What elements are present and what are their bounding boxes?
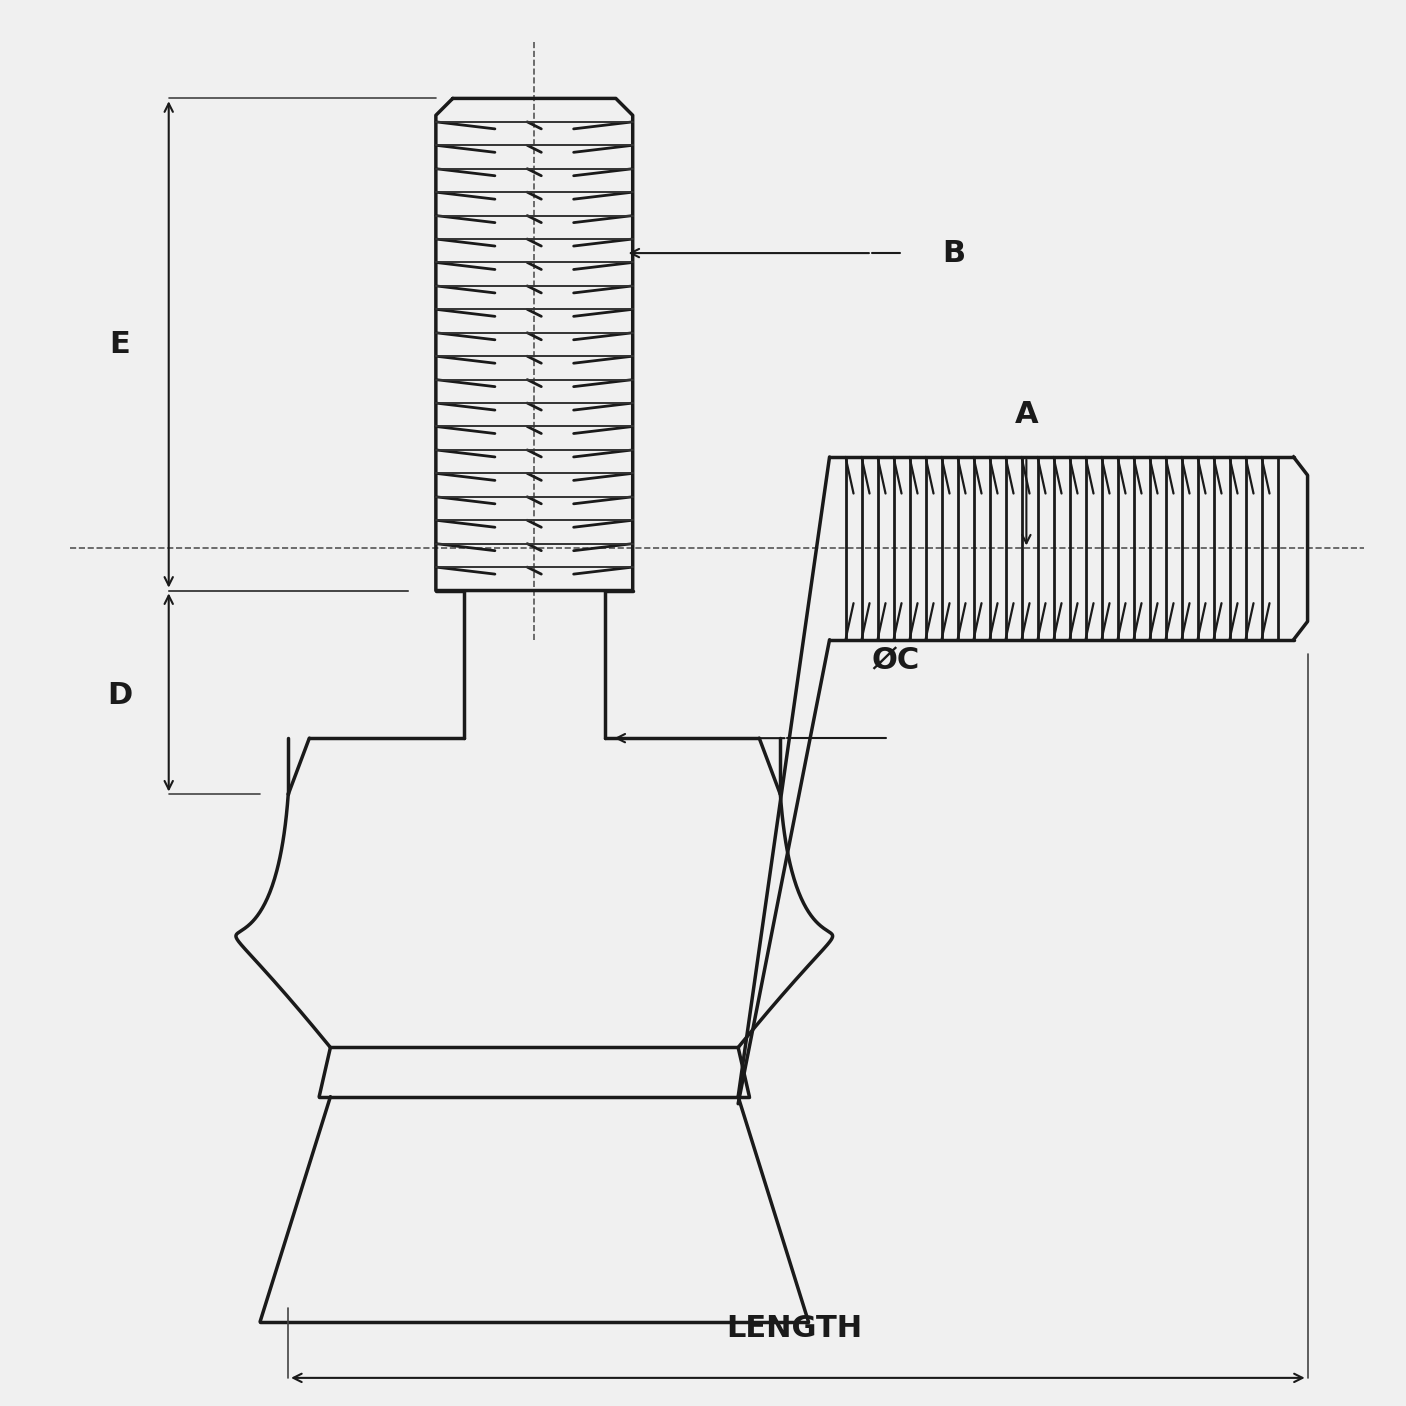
Text: D: D [107,682,132,710]
Text: LENGTH: LENGTH [727,1313,862,1343]
Text: A: A [1015,399,1038,429]
Text: B: B [942,239,965,267]
Text: E: E [110,330,129,359]
Text: ØC: ØC [872,647,920,675]
